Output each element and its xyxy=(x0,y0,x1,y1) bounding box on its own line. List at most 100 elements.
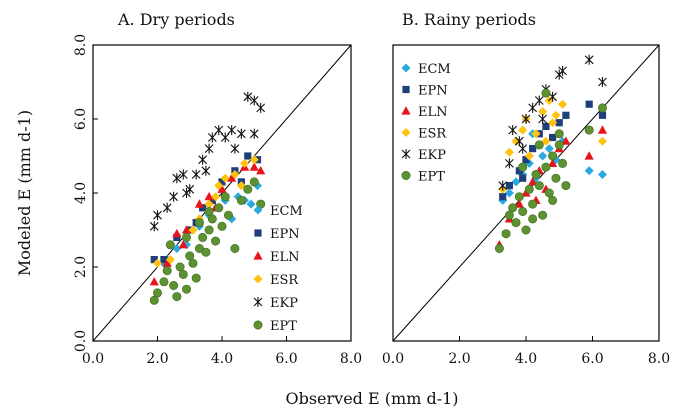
point-ept xyxy=(194,218,204,228)
legend-marker-epn xyxy=(402,85,410,94)
legend-label-epn: EPN xyxy=(270,227,300,242)
point-esr xyxy=(504,147,514,157)
legend-marker-epn xyxy=(254,229,262,237)
series-ecm xyxy=(159,181,262,268)
x-tick-label: 4.0 xyxy=(211,351,233,367)
point-ept xyxy=(524,184,534,194)
point-epn xyxy=(549,133,557,142)
data-points-dry xyxy=(149,91,266,305)
x-tick-label: 2.0 xyxy=(146,351,168,367)
panel-rainy: B. Rainy periods 0.0 2.0 4.0 6.0 8.0 ECMEPNE… xyxy=(382,10,670,367)
point-ept xyxy=(551,173,561,183)
x-tick-label: 0.0 xyxy=(382,351,404,367)
legend-marker-ecm xyxy=(253,205,263,215)
point-ekp xyxy=(243,91,253,102)
x-tick-label: 6.0 xyxy=(275,351,297,367)
legend-marker-esr xyxy=(253,274,263,284)
y-tick-label: 2.0 xyxy=(73,256,89,278)
point-ekp xyxy=(204,143,214,154)
point-esr xyxy=(220,173,230,183)
point-ept xyxy=(531,170,541,180)
point-ept xyxy=(172,292,182,302)
point-esr xyxy=(558,99,568,109)
legend-label-esr: ESR xyxy=(270,273,299,288)
legend-label-ept: EPT xyxy=(270,319,297,334)
point-eln xyxy=(249,162,259,171)
point-ept xyxy=(518,207,528,217)
point-ecm xyxy=(597,170,607,179)
legend-marker-eln xyxy=(253,251,263,260)
point-ekp xyxy=(521,114,531,124)
legend-rainy: ECM EPN ELN ESR EKP EPT xyxy=(401,62,451,185)
point-epn xyxy=(522,156,530,164)
axis-ticks-rainy: 0.0 2.0 4.0 6.0 8.0 xyxy=(382,336,670,367)
point-esr xyxy=(211,192,221,202)
point-esr xyxy=(541,136,551,146)
point-ekp xyxy=(230,143,240,154)
point-esr xyxy=(153,258,162,268)
x-tick-label: 8.0 xyxy=(340,351,362,367)
point-ept xyxy=(191,273,201,283)
legend-label-ekp: EKP xyxy=(270,296,298,311)
point-epn xyxy=(555,119,563,127)
point-eln xyxy=(204,191,214,201)
point-esr xyxy=(531,129,541,139)
point-ecm xyxy=(504,188,514,198)
point-ept xyxy=(534,140,544,150)
point-ept xyxy=(153,288,163,298)
x-tick-label: 2.0 xyxy=(448,351,470,367)
point-ept xyxy=(558,158,568,168)
point-ept xyxy=(518,162,528,172)
point-ekp xyxy=(178,169,188,180)
point-ept xyxy=(501,229,511,239)
point-esr xyxy=(249,155,259,165)
point-ept xyxy=(185,251,195,261)
legend-marker-ecm xyxy=(401,63,411,73)
point-epn xyxy=(529,145,537,153)
x-tick-label: 4.0 xyxy=(515,351,537,367)
point-ept xyxy=(597,103,607,113)
point-ept xyxy=(211,236,221,246)
legend-label-ecm: ECM xyxy=(418,62,451,77)
series-ept xyxy=(149,177,266,305)
point-epn xyxy=(515,167,523,175)
point-ept xyxy=(204,225,214,235)
legend-label-ept: EPT xyxy=(418,170,445,185)
x-tick-label: 0.0 xyxy=(82,351,104,367)
point-eln xyxy=(194,199,205,208)
point-ekp xyxy=(149,221,159,232)
series-esr xyxy=(153,155,259,268)
point-eln xyxy=(521,188,531,197)
point-epn xyxy=(218,178,226,186)
point-esr xyxy=(524,151,534,161)
legend-marker-esr xyxy=(401,128,411,137)
point-ept xyxy=(230,244,240,254)
point-esr xyxy=(204,199,214,209)
point-ekp xyxy=(162,202,172,213)
point-epn xyxy=(208,196,216,204)
legend-marker-ekp xyxy=(401,149,411,159)
legend-label-epn: EPN xyxy=(418,84,448,99)
point-ecm xyxy=(544,144,554,154)
point-ekp xyxy=(249,128,259,139)
point-ept xyxy=(554,129,564,139)
point-ept xyxy=(544,188,554,198)
point-ept xyxy=(188,258,198,268)
point-ept xyxy=(504,210,514,220)
point-ekp xyxy=(191,169,201,180)
y-tick-label: 6.0 xyxy=(73,108,89,130)
point-epn xyxy=(150,256,158,264)
point-ept xyxy=(521,225,531,235)
point-ept xyxy=(165,240,175,250)
point-eln xyxy=(548,158,558,167)
point-eln xyxy=(227,173,237,182)
point-ekp xyxy=(169,191,179,202)
point-eln xyxy=(584,151,594,160)
point-ekp xyxy=(504,158,514,169)
legend-marker-eln xyxy=(401,106,411,115)
legend-marker-ept xyxy=(401,171,411,181)
point-ept xyxy=(508,203,518,213)
legend-label-ekp: EKP xyxy=(418,148,446,163)
point-ept xyxy=(149,295,159,305)
point-ekp xyxy=(198,154,208,165)
